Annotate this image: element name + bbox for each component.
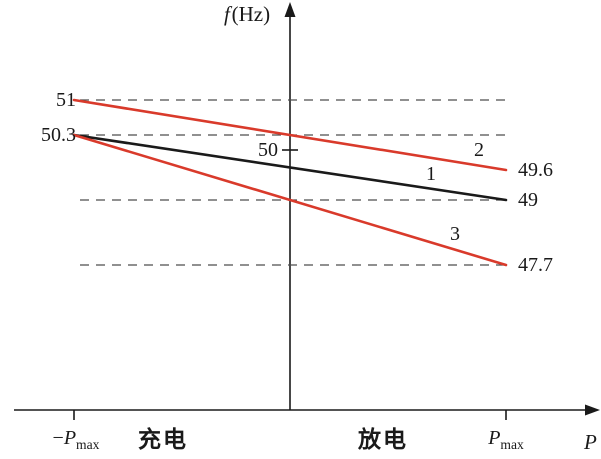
x-axis-arrow-icon xyxy=(585,404,600,416)
x-label-pmax: Pmax xyxy=(488,427,524,452)
y-axis-arrow-icon xyxy=(284,2,296,17)
left-annotation-51: 51 xyxy=(56,89,76,111)
right-annotation-49: 49 xyxy=(518,189,538,211)
right-annotation-47-7: 47.7 xyxy=(518,254,553,276)
y-tick-label-50: 50 xyxy=(258,139,278,161)
x-label-charge: 充电 xyxy=(138,426,188,452)
left-annotation-50-3: 50.3 xyxy=(41,124,76,146)
series-line-2 xyxy=(72,98,508,172)
x-axis-title: P xyxy=(584,430,597,454)
series-label-1: 1 xyxy=(426,163,436,185)
series-line-1 xyxy=(72,133,508,202)
minus-sign: − xyxy=(52,427,64,449)
x-label-neg-pmax: −Pmax xyxy=(52,427,100,452)
series-label-2: 2 xyxy=(474,139,484,161)
x-label-discharge: 放电 xyxy=(358,426,408,452)
series-label-3: 3 xyxy=(450,223,460,245)
y-axis-title-unit: (Hz) xyxy=(231,2,271,26)
plot-area xyxy=(72,98,510,420)
y-axis-title: f (Hz) xyxy=(224,4,270,25)
y-axis-title-symbol: f xyxy=(224,2,230,26)
series-line-3 xyxy=(72,133,508,267)
right-annotation-49-6: 49.6 xyxy=(518,159,553,181)
